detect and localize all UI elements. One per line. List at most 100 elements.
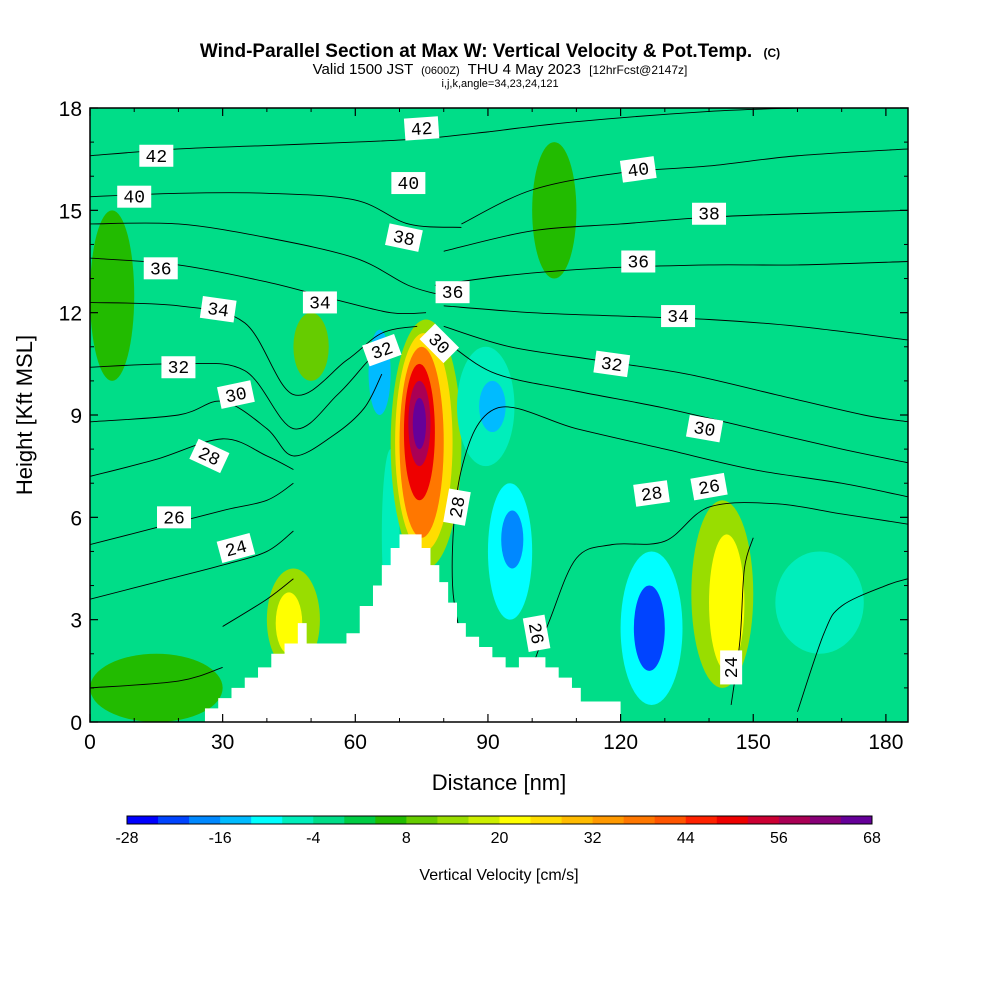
contour-label-box xyxy=(216,380,255,409)
theta-contour-38 xyxy=(443,209,908,252)
theta-contour-42 xyxy=(487,108,798,133)
velocity-cell xyxy=(275,592,303,654)
theta-contour-32 xyxy=(443,325,908,423)
contour-label: 26 xyxy=(157,506,192,529)
contour-label-text: 28 xyxy=(640,484,664,507)
contour-label-text: 32 xyxy=(599,354,623,377)
x-tick-label: 90 xyxy=(476,731,499,754)
colorbar-swatch xyxy=(654,816,687,824)
contour-label-box xyxy=(593,350,631,378)
x-axis: 0 30 60 90 120 150 180 xyxy=(84,108,903,754)
colorbar-swatch xyxy=(189,816,221,824)
chart-title: Wind-Parallel Section at Max W: Vertical… xyxy=(200,41,780,62)
contour-label-box xyxy=(619,156,657,183)
colorbar-swatch xyxy=(375,816,407,824)
chart-title-unit: (C) xyxy=(764,46,781,60)
colorbar-swatch xyxy=(561,816,594,824)
colorbar-tick-label: -28 xyxy=(115,830,138,847)
chart-params: i,j,k,angle=34,23,24,121 xyxy=(441,78,558,90)
colorbar-label: Vertical Velocity [cm/s] xyxy=(419,867,578,884)
theta-contour-40 xyxy=(461,148,908,225)
x-tick-label: 30 xyxy=(211,731,234,754)
contour-label-text: 24 xyxy=(723,657,743,679)
velocity-cell xyxy=(412,397,427,450)
contour-label-text: 34 xyxy=(667,308,689,328)
contour-label-box xyxy=(661,305,696,328)
velocity-cell xyxy=(479,380,506,433)
y-tick-label: 0 xyxy=(70,712,82,735)
contour-label: 42 xyxy=(139,144,174,168)
contour-labels: 42 40 36 34 34 32 30 28 26 24 42 40 38 36 32 30 28 26 40 38… xyxy=(117,116,743,685)
contour-label: 40 xyxy=(619,156,657,183)
theta-contour-30 xyxy=(90,373,383,457)
colorbar-tick-label: 20 xyxy=(491,830,509,847)
contour-label-text: 28 xyxy=(447,495,470,520)
theta-contour-28 xyxy=(451,406,908,671)
colorbar-tick-label: 68 xyxy=(863,830,881,847)
colorbar-swatch xyxy=(685,816,718,824)
theta-contour-36 xyxy=(434,261,908,286)
contour-label-box xyxy=(117,185,152,208)
contour-label: 28 xyxy=(443,488,471,526)
valid-date: THU 4 May 2023 xyxy=(468,61,581,78)
contour-label: 38 xyxy=(692,202,727,226)
velocity-cell xyxy=(249,363,329,552)
colorbar-swatch xyxy=(127,816,159,824)
y-tick-label: 18 xyxy=(59,98,82,121)
contour-label-box xyxy=(216,533,256,564)
contour-label: 34 xyxy=(661,305,696,328)
contour-label-box xyxy=(419,323,460,364)
contour-label: 40 xyxy=(117,185,152,209)
contour-label-text: 36 xyxy=(627,254,649,274)
theta-contour-24 xyxy=(90,530,294,600)
contour-label: 26 xyxy=(522,614,551,652)
theta-contour-24 xyxy=(90,666,223,689)
colorbar-swatch xyxy=(747,816,780,824)
terrain-mask xyxy=(90,534,908,722)
velocity-cell xyxy=(90,653,223,722)
velocity-cell xyxy=(501,510,524,569)
theta-contour-26 xyxy=(531,502,908,668)
contour-label: 34 xyxy=(302,291,337,314)
colorbar-swatch xyxy=(406,816,438,824)
contour-label-text: 34 xyxy=(206,300,230,323)
theta-contour-40 xyxy=(90,192,462,228)
x-axis-label: Distance [nm] xyxy=(432,770,567,795)
contour-label-box xyxy=(161,356,196,379)
contour-label: 24 xyxy=(720,650,743,685)
contour-label: 32 xyxy=(593,350,631,378)
valid-prefix: Valid 1500 JST xyxy=(313,61,413,78)
contour-label-text: 38 xyxy=(391,228,416,252)
theta-contour-24 xyxy=(222,578,294,627)
contour-label-box xyxy=(690,472,728,501)
x-tick-label: 120 xyxy=(603,731,638,754)
contour-label-text: 42 xyxy=(410,120,433,141)
x-tick-label: 60 xyxy=(344,731,367,754)
velocity-cell xyxy=(633,585,665,671)
contour-label-box xyxy=(302,291,337,314)
contour-label-box xyxy=(685,414,724,443)
colorbar-tick-label: -4 xyxy=(306,830,320,847)
contour-label-box xyxy=(189,438,230,474)
contour-label-text: 32 xyxy=(168,359,190,379)
contour-label-box xyxy=(621,250,656,273)
theta-contour-28 xyxy=(90,438,294,477)
y-axis-label: Height [Kft MSL] xyxy=(12,335,37,495)
y-tick-label: 6 xyxy=(70,507,82,530)
contour-label-box xyxy=(692,202,727,225)
colorbar-swatch xyxy=(468,816,500,824)
contour-label: 24 xyxy=(216,533,256,564)
contour-label-text: 40 xyxy=(626,160,650,183)
theta-contour-30 xyxy=(452,346,908,464)
theta-contour-34 xyxy=(90,301,418,396)
contour-label: 36 xyxy=(143,257,178,280)
contour-label: 28 xyxy=(633,480,670,507)
colorbar-swatch xyxy=(220,816,252,824)
contour-label-text: 34 xyxy=(309,294,331,314)
contour-label-text: 30 xyxy=(224,384,249,408)
colorbar-swatch xyxy=(809,816,842,824)
contour-label-box xyxy=(443,488,471,526)
y-tick-label: 15 xyxy=(59,200,82,223)
